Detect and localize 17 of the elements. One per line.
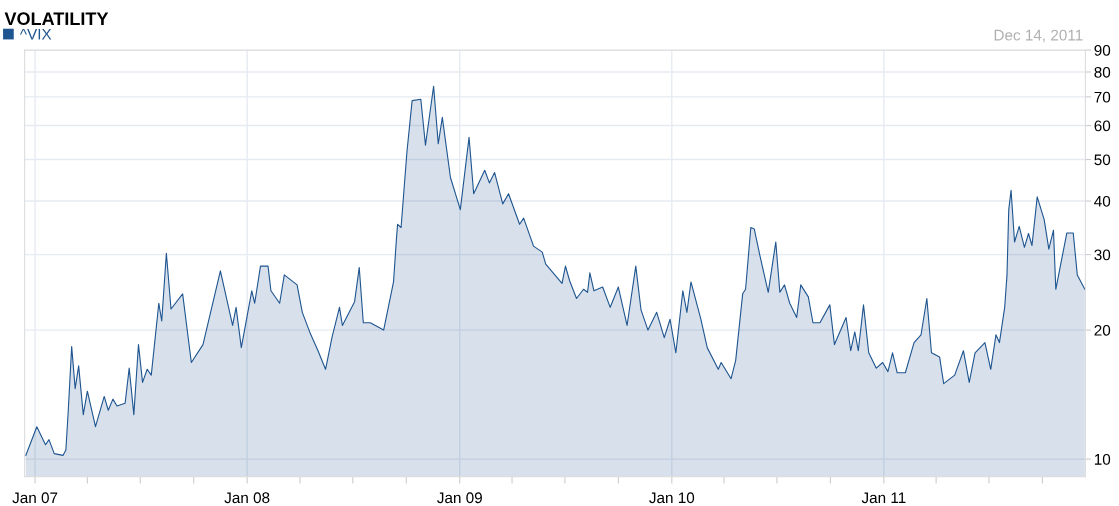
y-tick-label: 60	[1094, 120, 1111, 132]
x-tick-label: Jan 07	[12, 492, 58, 504]
y-tick-label: 10	[1094, 453, 1111, 465]
y-tick-label: 80	[1094, 66, 1111, 78]
y-tick-label: 20	[1094, 324, 1111, 336]
legend-label: ^VIX	[19, 28, 52, 40]
x-tick-label: Jan 10	[649, 492, 695, 504]
y-tick-label: 50	[1094, 154, 1111, 166]
x-tick-label: Jan 09	[437, 492, 482, 504]
y-tick-label: 70	[1094, 91, 1111, 103]
chart-title: VOLATILITY	[4, 12, 109, 26]
x-tick-label: Jan 11	[861, 492, 906, 504]
y-tick-label: 90	[1094, 44, 1111, 56]
text: Dec 14, 2011	[994, 29, 1083, 43]
x-tick-label: Jan 08	[224, 492, 270, 504]
y-tick-label: 30	[1094, 249, 1111, 261]
y-tick-label: 40	[1094, 195, 1111, 207]
